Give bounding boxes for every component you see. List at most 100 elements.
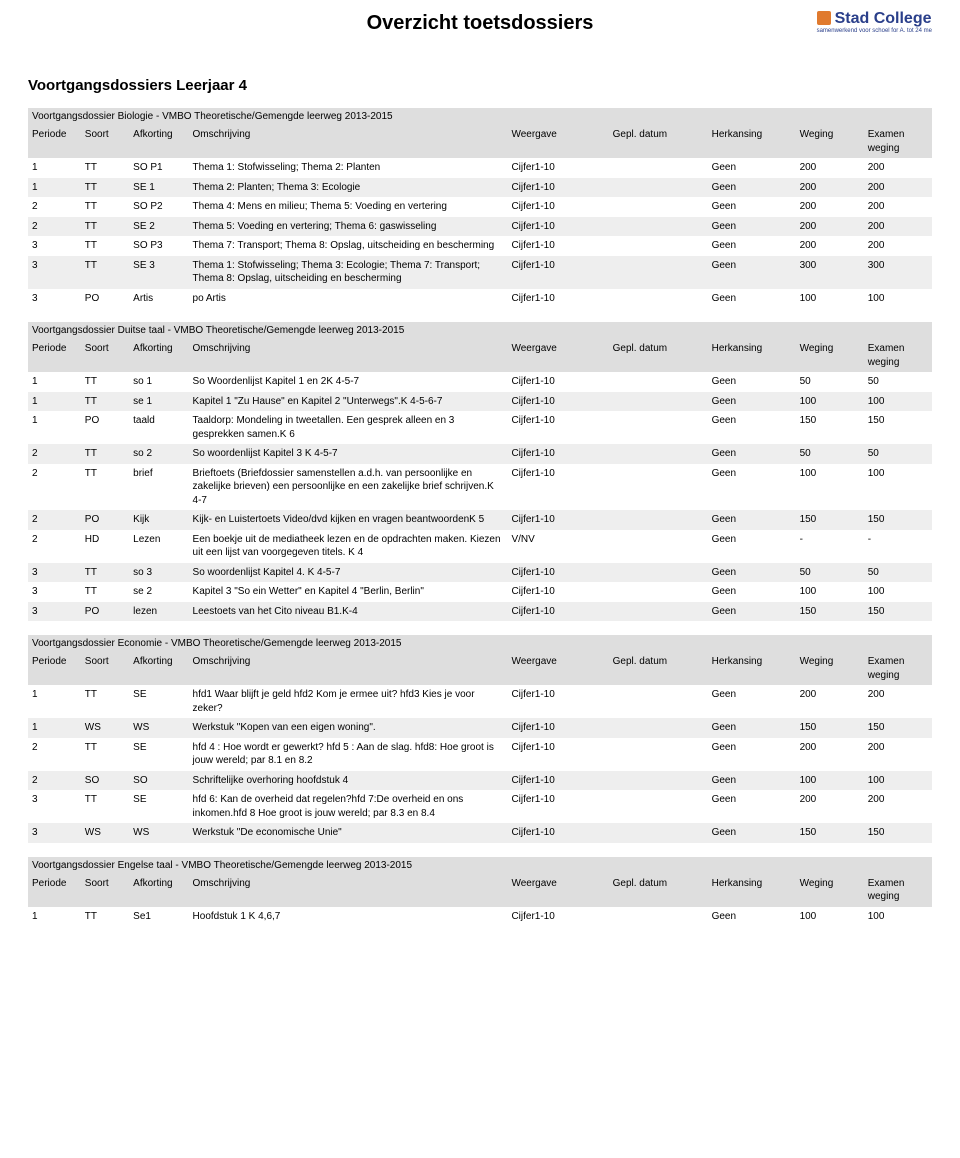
- dossier-title: Voortgangsdossier Economie - VMBO Theore…: [28, 635, 932, 652]
- cell-afkorting: lezen: [129, 602, 188, 622]
- table-row: 2HDLezenEen boekje uit de mediatheek lez…: [28, 530, 932, 563]
- cell-herkansing: Geen: [708, 510, 796, 530]
- table-row: 3WSWSWerkstuk "De economische Unie"Cijfe…: [28, 823, 932, 843]
- col-periode: Periode: [28, 874, 81, 907]
- col-omschrijving: Omschrijving: [189, 874, 508, 907]
- cell-herkansing: Geen: [708, 602, 796, 622]
- cell-weergave: Cijfer1-10: [507, 236, 608, 256]
- cell-herkansing: Geen: [708, 256, 796, 289]
- cell-afkorting: Kijk: [129, 510, 188, 530]
- cell-examen-weging: 100: [864, 907, 932, 927]
- cell-gepl-datum: [609, 602, 708, 622]
- col-afkorting: Afkorting: [129, 339, 188, 372]
- cell-weging: 200: [796, 197, 864, 217]
- cell-periode: 3: [28, 790, 81, 823]
- cell-examen-weging: 100: [864, 392, 932, 412]
- cell-periode: 2: [28, 738, 81, 771]
- cell-soort: TT: [81, 582, 129, 602]
- cell-soort: TT: [81, 178, 129, 198]
- cell-periode: 1: [28, 718, 81, 738]
- cell-weging: 200: [796, 158, 864, 178]
- cell-soort: SO: [81, 771, 129, 791]
- cell-gepl-datum: [609, 685, 708, 718]
- cell-weergave: Cijfer1-10: [507, 771, 608, 791]
- cell-weging: 150: [796, 510, 864, 530]
- logo: Stad College samenwerkend voor schoel fo…: [817, 10, 932, 34]
- col-soort: Soort: [81, 652, 129, 685]
- cell-omschrijving: So woordenlijst Kapitel 4. K 4-5-7: [189, 563, 508, 583]
- cell-gepl-datum: [609, 392, 708, 412]
- cell-periode: 1: [28, 685, 81, 718]
- cell-weging: 200: [796, 217, 864, 237]
- cell-gepl-datum: [609, 510, 708, 530]
- col-omschrijving: Omschrijving: [189, 339, 508, 372]
- cell-omschrijving: Thema 1: Stofwisseling; Thema 2: Planten: [189, 158, 508, 178]
- cell-examen-weging: 150: [864, 602, 932, 622]
- table-row: 1TTse 1Kapitel 1 "Zu Hause" en Kapitel 2…: [28, 392, 932, 412]
- cell-afkorting: taald: [129, 411, 188, 444]
- cell-weergave: Cijfer1-10: [507, 718, 608, 738]
- cell-herkansing: Geen: [708, 236, 796, 256]
- cell-examen-weging: 50: [864, 444, 932, 464]
- cell-omschrijving: Taaldorp: Mondeling in tweetallen. Een g…: [189, 411, 508, 444]
- cell-weergave: Cijfer1-10: [507, 790, 608, 823]
- col-periode: Periode: [28, 652, 81, 685]
- cell-weergave: Cijfer1-10: [507, 217, 608, 237]
- cell-herkansing: Geen: [708, 372, 796, 392]
- cell-omschrijving: Een boekje uit de mediatheek lezen en de…: [189, 530, 508, 563]
- cell-periode: 3: [28, 289, 81, 309]
- cell-weging: 100: [796, 582, 864, 602]
- cell-examen-weging: -: [864, 530, 932, 563]
- cell-afkorting: se 2: [129, 582, 188, 602]
- cell-herkansing: Geen: [708, 563, 796, 583]
- cell-weergave: Cijfer1-10: [507, 256, 608, 289]
- table-row: 1WSWSWerkstuk "Kopen van een eigen wonin…: [28, 718, 932, 738]
- cell-weergave: Cijfer1-10: [507, 372, 608, 392]
- col-weergave: Weergave: [507, 874, 608, 907]
- cell-herkansing: Geen: [708, 790, 796, 823]
- col-periode: Periode: [28, 125, 81, 158]
- cell-weergave: Cijfer1-10: [507, 197, 608, 217]
- cell-afkorting: SE 1: [129, 178, 188, 198]
- cell-herkansing: Geen: [708, 444, 796, 464]
- cell-periode: 1: [28, 372, 81, 392]
- dossier-title: Voortgangsdossier Engelse taal - VMBO Th…: [28, 857, 932, 874]
- cell-examen-weging: 200: [864, 217, 932, 237]
- header: Overzicht toetsdossiers Stad College sam…: [28, 12, 932, 43]
- table-row: 2POKijkKijk- en Luistertoets Video/dvd k…: [28, 510, 932, 530]
- cell-examen-weging: 200: [864, 236, 932, 256]
- cell-herkansing: Geen: [708, 907, 796, 927]
- page-title: Overzicht toetsdossiers: [28, 12, 932, 35]
- cell-soort: TT: [81, 563, 129, 583]
- cell-weergave: Cijfer1-10: [507, 510, 608, 530]
- cell-soort: PO: [81, 510, 129, 530]
- table-row: 2TTSO P2Thema 4: Mens en milieu; Thema 5…: [28, 197, 932, 217]
- cell-omschrijving: Werkstuk "De economische Unie": [189, 823, 508, 843]
- cell-soort: TT: [81, 256, 129, 289]
- cell-herkansing: Geen: [708, 197, 796, 217]
- col-examen-weging: Examen weging: [864, 652, 932, 685]
- col-omschrijving: Omschrijving: [189, 125, 508, 158]
- cell-examen-weging: 150: [864, 510, 932, 530]
- cell-examen-weging: 200: [864, 685, 932, 718]
- cell-examen-weging: 200: [864, 158, 932, 178]
- col-examen-weging: Examen weging: [864, 125, 932, 158]
- cell-weergave: Cijfer1-10: [507, 563, 608, 583]
- col-weergave: Weergave: [507, 339, 608, 372]
- cell-examen-weging: 200: [864, 197, 932, 217]
- cell-gepl-datum: [609, 372, 708, 392]
- cell-weergave: Cijfer1-10: [507, 178, 608, 198]
- table-row: 3TTSE 3Thema 1: Stofwisseling; Thema 3: …: [28, 256, 932, 289]
- col-herkansing: Herkansing: [708, 339, 796, 372]
- cell-gepl-datum: [609, 158, 708, 178]
- cell-periode: 3: [28, 236, 81, 256]
- table-row: 3TTso 3So woordenlijst Kapitel 4. K 4-5-…: [28, 563, 932, 583]
- cell-gepl-datum: [609, 217, 708, 237]
- cell-gepl-datum: [609, 289, 708, 309]
- cell-weergave: Cijfer1-10: [507, 289, 608, 309]
- cell-herkansing: Geen: [708, 217, 796, 237]
- cell-examen-weging: 200: [864, 738, 932, 771]
- cell-herkansing: Geen: [708, 771, 796, 791]
- cell-herkansing: Geen: [708, 392, 796, 412]
- cell-herkansing: Geen: [708, 823, 796, 843]
